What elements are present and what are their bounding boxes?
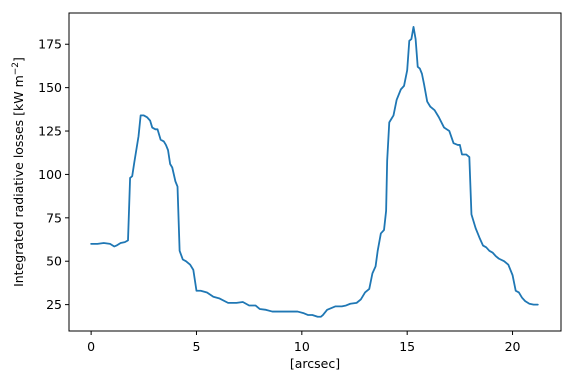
x-ticks: 0 5 10 15 20 — [87, 331, 521, 354]
y-axis-label-end: ] — [11, 57, 26, 62]
y-axis-label-main: Integrated radiative losses [kW m — [11, 75, 26, 287]
x-tick-label: 5 — [193, 339, 201, 354]
y-axis-label: Integrated radiative losses [kW m−2] — [11, 57, 26, 287]
x-tick-label: 0 — [87, 339, 95, 354]
y-tick-label: 25 — [46, 297, 62, 312]
y-tick-label: 175 — [38, 37, 62, 52]
data-line — [90, 25, 539, 318]
plot-frame — [68, 12, 562, 332]
y-axis-label-superscript: −2 — [11, 62, 21, 75]
x-tick-label: 20 — [505, 339, 521, 354]
x-axis-label: [arcsec] — [290, 356, 340, 371]
y-ticks: 25 50 75 100 125 150 175 — [38, 37, 69, 312]
x-tick-label: 15 — [399, 339, 415, 354]
y-tick-label: 100 — [38, 167, 62, 182]
x-tick-label: 10 — [294, 339, 310, 354]
y-tick-label: 150 — [38, 80, 62, 95]
y-tick-label: 125 — [38, 124, 62, 139]
y-tick-label: 50 — [46, 254, 62, 269]
y-tick-label: 75 — [46, 210, 62, 225]
